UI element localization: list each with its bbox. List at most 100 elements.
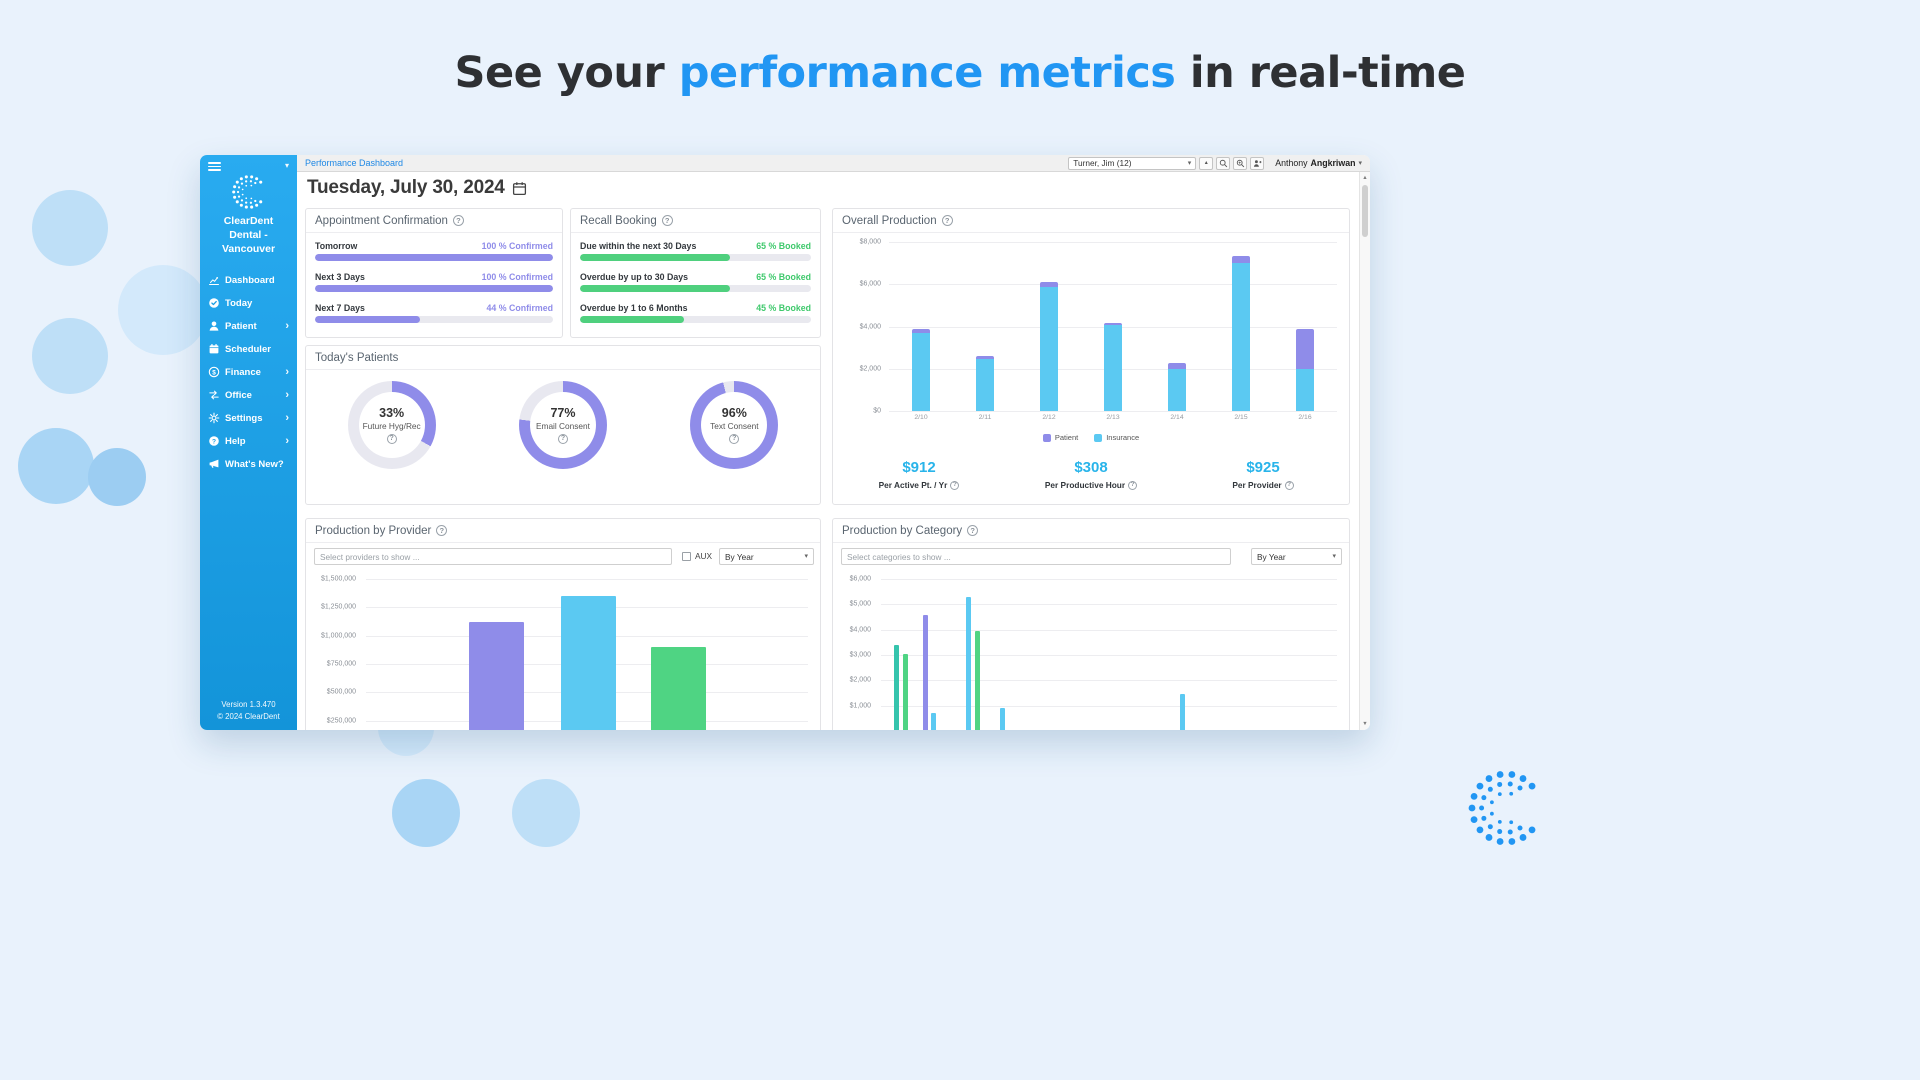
provider-filter-select[interactable]: Turner, Jim (12) ▾ bbox=[1068, 156, 1197, 170]
help-icon[interactable]: ? bbox=[1128, 480, 1138, 490]
legend-item: Insurance bbox=[1094, 433, 1139, 442]
help-icon[interactable]: ? bbox=[386, 433, 397, 444]
bar[interactable] bbox=[903, 653, 908, 730]
help-icon[interactable]: ? bbox=[1284, 480, 1294, 490]
scroll-down-icon[interactable]: ▼ bbox=[1362, 721, 1368, 727]
svg-text:$: $ bbox=[212, 369, 216, 376]
decorative-circle bbox=[32, 318, 108, 394]
donut-chart: 77% Email Consent? bbox=[518, 381, 607, 469]
donut-ring: 77% Email Consent? bbox=[518, 381, 607, 469]
cleardent-logo-icon bbox=[231, 174, 267, 210]
production-stat: $925 Per Provider? bbox=[1177, 459, 1349, 490]
bar[interactable] bbox=[894, 644, 899, 730]
help-icon[interactable]: ? bbox=[452, 215, 464, 226]
provider-filter-input[interactable] bbox=[314, 548, 672, 565]
stacked-bar[interactable] bbox=[1040, 282, 1058, 411]
bar[interactable] bbox=[1000, 708, 1005, 730]
help-icon[interactable]: ? bbox=[729, 433, 740, 444]
donut-label: Future Hyg/Rec bbox=[362, 421, 421, 432]
bar[interactable] bbox=[651, 647, 706, 730]
provider-ylabels: $1,500,000 $1,250,000 $1,000,000 $750,000 $5… bbox=[306, 576, 360, 730]
stacked-bar[interactable] bbox=[1168, 363, 1186, 411]
axis-tick-label: $4,000 bbox=[849, 626, 871, 634]
help-icon[interactable]: ? bbox=[967, 525, 979, 536]
sidebar-item-finance[interactable]: $ Finance › bbox=[200, 361, 297, 384]
main-area: Performance Dashboard Turner, Jim (12) ▾… bbox=[297, 155, 1370, 730]
metric-row: Overdue by 1 to 6 Months 45 % Booked bbox=[580, 303, 811, 323]
sidebar-item-dashboard[interactable]: Dashboard bbox=[200, 269, 297, 292]
card-title-row: Production by Provider ? bbox=[306, 519, 820, 543]
sidebar-item-scheduler[interactable]: Scheduler bbox=[200, 338, 297, 361]
decorative-circle bbox=[88, 448, 146, 506]
user-menu[interactable]: Anthony Angkriwan ▾ bbox=[1275, 158, 1362, 168]
legend-label: Insurance bbox=[1106, 433, 1140, 442]
help-icon[interactable]: ? bbox=[950, 480, 960, 490]
help-icon[interactable]: ? bbox=[941, 215, 953, 226]
metric-label: Overdue by up to 30 Days bbox=[580, 272, 689, 282]
sidebar-item-label: Settings bbox=[225, 412, 263, 424]
donut-percent: 77% bbox=[550, 406, 576, 421]
decorative-circle bbox=[392, 779, 460, 847]
sidebar-item-help[interactable]: ? Help › bbox=[200, 430, 297, 453]
provider-period-select[interactable]: By Year ▾ bbox=[719, 548, 814, 565]
zoom-button[interactable] bbox=[1233, 156, 1248, 170]
provider-filter-value: Turner, Jim (12) bbox=[1073, 158, 1132, 168]
gridline bbox=[889, 284, 1337, 286]
metric-label: Due within the next 30 Days bbox=[580, 241, 697, 251]
stacked-bar[interactable] bbox=[912, 328, 930, 411]
sidebar-item-label: Today bbox=[225, 297, 253, 309]
calendar-icon[interactable] bbox=[512, 181, 527, 196]
bar[interactable] bbox=[931, 713, 936, 730]
chart-column bbox=[953, 242, 1017, 411]
gridline bbox=[881, 680, 1337, 682]
bar[interactable] bbox=[1180, 694, 1185, 730]
scrollbar-thumb[interactable] bbox=[1362, 185, 1368, 237]
axis-tick-label: 2/15 bbox=[1234, 414, 1248, 421]
scroll-up-icon[interactable]: ▲ bbox=[1362, 175, 1368, 181]
add-user-button[interactable] bbox=[1250, 156, 1265, 170]
stacked-bar[interactable] bbox=[1296, 328, 1314, 411]
sidebar-item-what-s-new[interactable]: What's New? bbox=[200, 453, 297, 476]
bar[interactable] bbox=[923, 614, 928, 730]
bar[interactable] bbox=[561, 596, 616, 730]
category-filter-input[interactable] bbox=[841, 548, 1231, 565]
caret-down-icon: ▾ bbox=[1358, 159, 1362, 167]
bar[interactable] bbox=[975, 630, 980, 730]
sidebar-item-label: What's New? bbox=[225, 458, 284, 470]
collapse-button[interactable]: ▴ bbox=[1199, 156, 1214, 170]
gridline bbox=[889, 242, 1337, 243]
stat-value: $925 bbox=[1246, 459, 1280, 476]
chart-column bbox=[1081, 242, 1145, 411]
bar[interactable] bbox=[469, 621, 524, 730]
headline-highlight: performance metrics bbox=[678, 48, 1176, 98]
sidebar-item-office[interactable]: Office › bbox=[200, 384, 297, 407]
progress-track bbox=[315, 316, 553, 323]
office-icon bbox=[208, 389, 220, 401]
stacked-bar[interactable] bbox=[976, 356, 994, 411]
topbar: Performance Dashboard Turner, Jim (12) ▾… bbox=[297, 155, 1370, 172]
aux-checkbox[interactable] bbox=[682, 552, 691, 561]
search-button[interactable] bbox=[1216, 156, 1231, 170]
breadcrumb[interactable]: Performance Dashboard bbox=[305, 158, 404, 168]
help-icon[interactable]: ? bbox=[557, 433, 568, 444]
help-icon[interactable]: ? bbox=[661, 215, 673, 226]
chevron-right-icon: › bbox=[285, 319, 289, 332]
hamburger-menu-icon[interactable] bbox=[208, 162, 221, 171]
progress-fill bbox=[315, 254, 553, 261]
metric-value: 45 % Booked bbox=[756, 303, 811, 313]
stacked-bar[interactable] bbox=[1104, 323, 1122, 411]
chevron-down-icon[interactable]: ▾ bbox=[284, 161, 289, 170]
whats-new-icon bbox=[208, 458, 220, 470]
sidebar-item-settings[interactable]: Settings › bbox=[200, 407, 297, 430]
stacked-bar[interactable] bbox=[1232, 255, 1250, 411]
sidebar-item-today[interactable]: Today bbox=[200, 292, 297, 315]
card-title-row: Today's Patients bbox=[306, 346, 820, 370]
category-period-select[interactable]: By Year ▾ bbox=[1251, 548, 1342, 565]
scrollbar[interactable]: ▲ ▼ bbox=[1359, 172, 1370, 730]
chart-column bbox=[1145, 242, 1209, 411]
sidebar-item-patient[interactable]: Patient › bbox=[200, 315, 297, 338]
help-icon[interactable]: ? bbox=[436, 525, 448, 536]
progress-track bbox=[315, 254, 553, 261]
donut-chart: 96% Text Consent? bbox=[690, 381, 779, 469]
bar[interactable] bbox=[966, 596, 971, 730]
